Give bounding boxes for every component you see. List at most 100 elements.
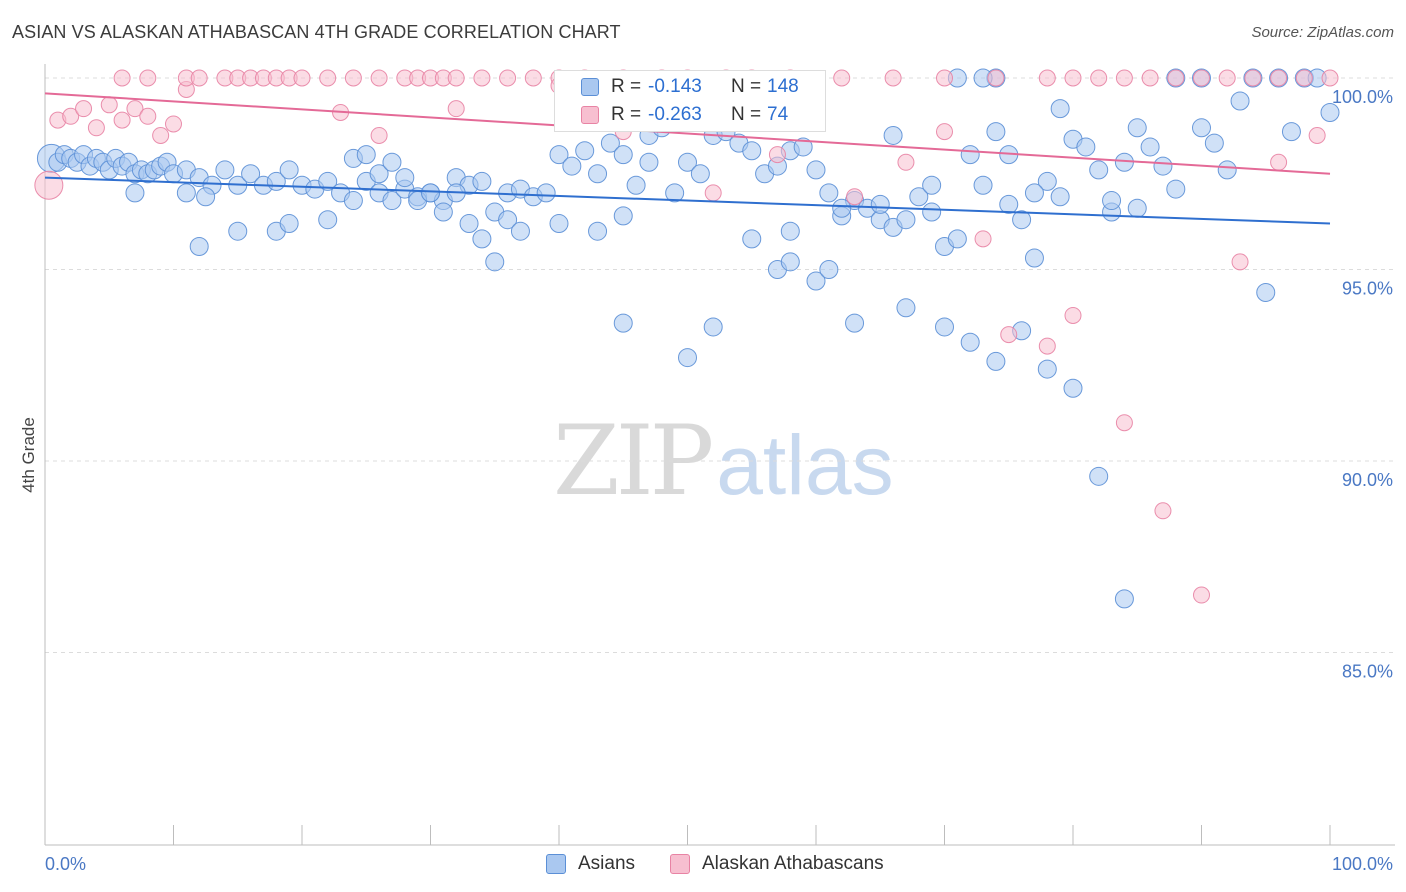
- asians-point: [176, 183, 196, 203]
- alaskan-point: [1218, 69, 1236, 87]
- alaskan-point: [126, 100, 144, 118]
- asians-point: [973, 175, 993, 195]
- alaskan-point: [1000, 326, 1018, 344]
- alaskan-point: [152, 126, 170, 144]
- alaskan-point: [1154, 502, 1172, 520]
- asians-point: [600, 133, 620, 153]
- asians-point: [1037, 171, 1057, 191]
- stats-legend: R = -0.143 N = 148 R = -0.263 N = 74: [554, 70, 826, 132]
- alaskan-point: [1193, 586, 1210, 604]
- asians-point: [356, 145, 376, 165]
- alaskan-point: [1038, 337, 1056, 355]
- alaskan-point: [34, 170, 64, 200]
- asians-point: [1281, 122, 1301, 142]
- source-label: Source: ZipAtlas.com: [1251, 24, 1394, 41]
- y-axis-label: 4th Grade: [19, 417, 38, 493]
- alaskan-point: [75, 100, 93, 118]
- asians-point: [318, 210, 338, 230]
- asians-point: [575, 141, 595, 161]
- y-tick-label: 85.0%: [1342, 662, 1393, 682]
- asians-point: [1089, 160, 1109, 180]
- alaskan-point: [139, 107, 157, 125]
- alaskan-point: [293, 69, 311, 87]
- n-label: N =: [731, 76, 762, 97]
- asians-point: [819, 183, 839, 203]
- asians-point: [780, 221, 800, 241]
- alaskan-trend-line: [44, 92, 1331, 175]
- alaskan-point: [524, 69, 542, 87]
- asians-point: [382, 152, 402, 172]
- asians-point: [536, 183, 556, 203]
- asians-point: [1140, 137, 1160, 157]
- stats-row-alaskan: R = -0.263 N = 74: [555, 101, 825, 129]
- alaskan-point: [1167, 69, 1185, 87]
- asians-point: [690, 164, 710, 184]
- asians-point: [999, 194, 1019, 214]
- asians-point: [1076, 137, 1096, 157]
- chart-title: ASIAN VS ALASKAN ATHABASCAN 4TH GRADE CO…: [12, 22, 621, 42]
- asians-point: [613, 313, 633, 333]
- asians-point: [1217, 160, 1237, 180]
- alaskan-point: [1038, 69, 1056, 87]
- asians-point: [1204, 133, 1224, 153]
- x-tick-label: 0.0%: [45, 854, 86, 874]
- alaskan-point: [974, 230, 992, 248]
- asians-point: [395, 168, 415, 188]
- asians-point: [562, 156, 582, 176]
- asians-point: [819, 260, 839, 279]
- asians-point: [1256, 282, 1276, 302]
- asians-point: [1024, 248, 1044, 268]
- alaskan-point: [87, 119, 105, 137]
- asians-point: [318, 171, 338, 191]
- asians-point: [870, 194, 890, 214]
- asians-point: [639, 152, 659, 172]
- alaskan-point: [897, 153, 915, 171]
- alaskan-point: [1321, 69, 1339, 87]
- asians-point: [279, 214, 299, 234]
- alaskan-point: [100, 96, 118, 114]
- alaskan-point: [768, 146, 786, 164]
- asians-point: [935, 317, 954, 337]
- alaskan-point: [1308, 126, 1326, 144]
- asians-point: [806, 160, 826, 180]
- asians-point: [922, 175, 942, 195]
- alaskan-point: [1115, 69, 1133, 87]
- alaskan-point: [833, 69, 851, 87]
- alaskan-point: [344, 69, 362, 87]
- alaskan-point: [936, 123, 953, 141]
- asians-point: [922, 202, 942, 222]
- asians-point: [896, 298, 916, 318]
- tick-labels: 100.0% 95.0% 90.0% 85.0% 0.0% 100.0%: [45, 87, 1393, 874]
- asians-point: [1127, 198, 1147, 218]
- alaskan-point: [165, 115, 182, 133]
- alaskan-point: [1193, 69, 1210, 87]
- x-tick-label: 100.0%: [1332, 854, 1393, 874]
- asians-point: [472, 229, 492, 249]
- alaskan-point: [846, 188, 864, 206]
- asians-point: [382, 191, 402, 211]
- asians-point: [228, 221, 248, 241]
- legend-label-asians: Asians: [578, 853, 636, 874]
- asians-point: [986, 122, 1006, 142]
- asians-point: [1050, 99, 1070, 119]
- asians-point: [1024, 183, 1044, 203]
- alaskan-point: [1090, 69, 1108, 87]
- stats-row-asians: R = -0.143 N = 148: [555, 73, 825, 101]
- asians-point: [1114, 589, 1134, 609]
- alaskan-point: [1270, 153, 1288, 171]
- asians-point: [189, 237, 209, 257]
- asians-point: [742, 229, 762, 249]
- r-value: -0.143: [648, 76, 702, 97]
- alaskan-point: [1231, 253, 1249, 271]
- alaskan-point: [704, 184, 722, 202]
- alaskan-point: [1064, 306, 1082, 324]
- y-tick-label: 90.0%: [1342, 470, 1393, 490]
- asians-point: [832, 198, 852, 218]
- asians-point: [626, 175, 646, 195]
- asians-point: [1153, 156, 1173, 176]
- asians-points: [36, 68, 1340, 609]
- alaskan-point: [499, 69, 517, 87]
- asians-point: [433, 202, 453, 222]
- asians-point: [806, 271, 826, 291]
